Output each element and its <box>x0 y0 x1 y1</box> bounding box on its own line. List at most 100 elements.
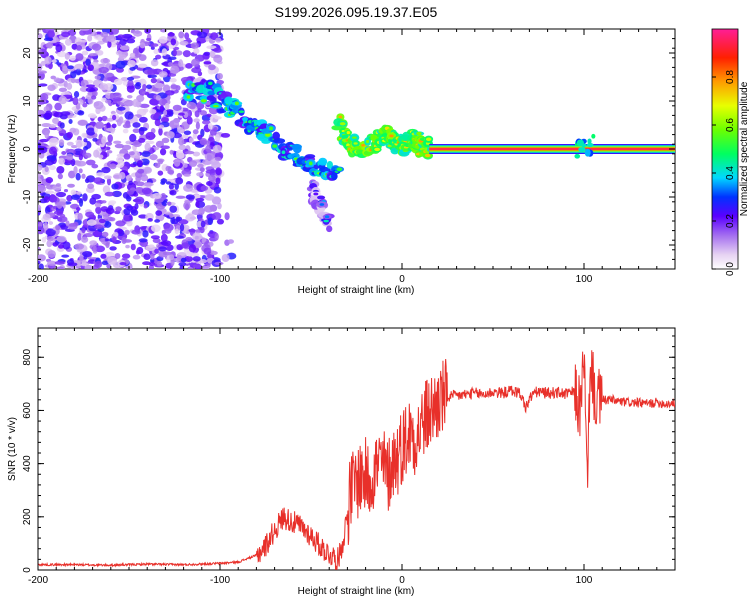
noise-blob <box>125 174 133 182</box>
noise-blob <box>39 138 49 143</box>
noise-blob <box>194 241 202 249</box>
noise-blob <box>212 212 222 220</box>
y-tick-label: -20 <box>22 237 33 252</box>
snr-y-axis-label: SNR (10 * v/v) <box>7 417 18 481</box>
noise-blob <box>139 103 150 108</box>
noise-blob <box>161 48 168 56</box>
noise-blob <box>204 153 215 161</box>
noise-blob <box>44 166 49 173</box>
noise-blob <box>206 180 213 187</box>
noise-blob <box>192 232 202 241</box>
noise-blob <box>215 37 222 43</box>
noise-blob <box>38 146 48 154</box>
noise-blob <box>56 51 67 58</box>
noise-blob <box>68 170 76 179</box>
noise-blob <box>126 189 134 195</box>
noise-blob <box>119 262 127 266</box>
noise-blob <box>185 62 193 69</box>
noise-blob <box>159 148 167 156</box>
y-tick-label: 0 <box>22 146 33 152</box>
noise-blob <box>178 144 186 151</box>
noise-blob <box>193 48 200 54</box>
noise-blob <box>209 129 217 136</box>
noise-blob <box>57 173 63 180</box>
noise-blob <box>145 131 156 141</box>
noise-blob <box>88 52 98 57</box>
noise-blob <box>175 235 184 239</box>
noise-blob <box>76 45 83 51</box>
noise-blob <box>154 82 164 89</box>
noise-blob <box>150 59 159 67</box>
noise-blob <box>152 237 161 244</box>
noise-blob <box>143 182 154 187</box>
noise-blob <box>42 213 51 221</box>
noise-blob <box>79 99 84 105</box>
noise-blob <box>134 181 145 187</box>
noise-blob <box>103 77 108 82</box>
track-core <box>366 139 370 144</box>
noise-blob <box>53 77 61 83</box>
noise-blob <box>158 159 164 165</box>
noise-blob <box>169 254 175 261</box>
noise-blob <box>169 205 178 213</box>
noise-blob <box>94 260 103 269</box>
noise-blob <box>81 132 88 138</box>
noise-blob <box>102 212 109 220</box>
noise-blob <box>48 137 59 146</box>
noise-blob <box>101 115 108 122</box>
noise-blob <box>107 40 112 48</box>
noise-blob <box>85 87 96 93</box>
noise-blob <box>188 160 198 167</box>
noise-blob <box>181 242 190 249</box>
snr-x-axis-label: Height of straight line (km) <box>298 586 415 597</box>
noise-blob <box>67 65 74 70</box>
track-core <box>346 131 351 135</box>
noise-blob <box>214 116 222 120</box>
noise-blob <box>148 262 156 267</box>
noise-blob <box>210 32 219 41</box>
noise-blob <box>213 54 223 63</box>
noise-blob <box>144 142 151 151</box>
noise-blob <box>55 266 65 269</box>
noise-blob <box>199 110 208 116</box>
noise-blob <box>58 95 68 105</box>
track-blob <box>242 117 249 122</box>
noise-blob <box>103 175 112 180</box>
noise-blob <box>115 60 126 69</box>
interruption-blob <box>578 147 586 152</box>
noise-blob <box>127 60 136 68</box>
noise-blob <box>220 132 231 138</box>
noise-blob <box>79 253 84 263</box>
noise-blob <box>201 265 210 269</box>
track-core <box>374 147 381 152</box>
noise-blob <box>100 253 107 259</box>
noise-blob <box>40 60 46 66</box>
noise-blob <box>183 130 192 136</box>
noise-blob <box>70 69 77 79</box>
noise-blob <box>89 240 98 246</box>
noise-blob <box>99 238 106 242</box>
noise-blob <box>155 210 163 216</box>
track-core <box>323 219 329 223</box>
noise-blob <box>161 137 170 144</box>
track-core <box>200 99 207 103</box>
noise-blob <box>195 198 205 202</box>
noise-blob <box>192 256 201 262</box>
noise-blob <box>45 177 54 184</box>
noise-blob <box>119 45 130 51</box>
noise-blob <box>106 122 111 130</box>
noise-blob <box>217 202 222 210</box>
noise-blob <box>94 75 101 80</box>
track-blob <box>401 134 410 142</box>
y-tick-label: -10 <box>22 189 33 204</box>
noise-blob <box>101 136 107 145</box>
noise-blob <box>150 46 155 50</box>
noise-blob <box>213 186 222 194</box>
noise-blob <box>107 150 113 154</box>
noise-blob <box>175 195 186 199</box>
noise-blob <box>70 194 81 200</box>
noise-blob <box>101 231 109 238</box>
noise-blob <box>176 151 185 160</box>
noise-blob <box>71 43 78 50</box>
noise-blob <box>79 29 86 36</box>
